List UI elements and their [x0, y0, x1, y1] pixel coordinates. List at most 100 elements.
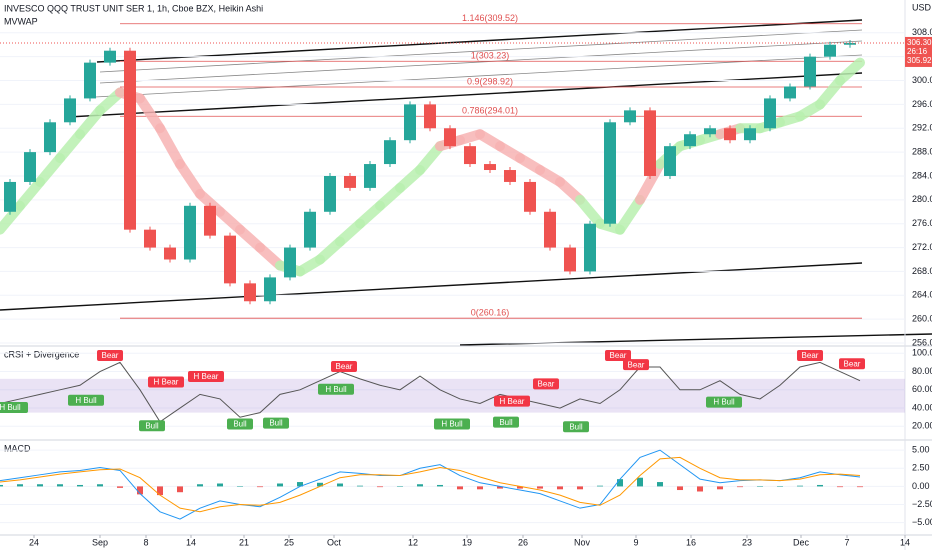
signal-label: H Bear	[154, 378, 179, 387]
candle	[604, 122, 616, 224]
candle	[584, 223, 596, 272]
histogram-bar	[237, 486, 243, 487]
signal-tag	[68, 394, 104, 406]
candle	[84, 62, 96, 99]
y-tick-label: 260.00	[912, 314, 932, 324]
signal-label: Bear	[844, 359, 861, 368]
histogram-bar	[637, 477, 643, 487]
signal-tag	[148, 376, 184, 388]
pane-title: cRSI + Divergence	[4, 349, 79, 359]
signal-label: Bear	[610, 351, 627, 360]
candle	[124, 50, 136, 230]
signal-tag	[318, 383, 354, 395]
mvwap-segment	[175, 159, 205, 199]
histogram-bar	[297, 482, 303, 487]
mvwap-segment	[415, 141, 445, 176]
y-tick-label: 40.00	[912, 402, 932, 412]
signal-label: Bull	[145, 421, 159, 430]
histogram-bar	[377, 486, 383, 488]
histogram-bar	[577, 486, 583, 490]
candle	[564, 247, 576, 272]
mvwap-segment	[15, 176, 45, 211]
candle	[504, 170, 516, 182]
signal-tag	[563, 421, 589, 433]
signal-label: Bull	[269, 419, 283, 428]
signal-label: H Bull	[0, 403, 21, 412]
candle	[44, 122, 56, 153]
signal-label: Bear	[336, 362, 353, 371]
trend-line	[0, 262, 863, 311]
y-tick-label: 60.00	[912, 384, 932, 394]
histogram-bar	[157, 486, 163, 496]
y-tick-label: 288.00	[912, 146, 932, 156]
x-tick-label: Nov	[574, 537, 591, 547]
signal-tag	[139, 420, 165, 432]
candle	[644, 110, 656, 176]
y-tick-label: 296.00	[912, 99, 932, 109]
candle	[284, 247, 296, 278]
x-tick-label: 24	[29, 537, 39, 547]
histogram-bar	[117, 486, 123, 488]
histogram-bar	[97, 484, 103, 487]
histogram-bar	[697, 486, 703, 492]
candle	[764, 98, 776, 129]
histogram-bar	[197, 484, 203, 487]
x-tick-label: Sep	[92, 537, 108, 547]
signal-tag	[263, 417, 289, 429]
signal-tag	[494, 395, 530, 407]
symbol-title: INVESCO QQQ TRUST UNIT SER 1, 1h, Cboe B…	[4, 3, 263, 13]
candle	[844, 42, 856, 45]
signal-label: Bear	[538, 379, 555, 388]
y-tick-label: 5.00	[912, 445, 930, 455]
x-tick-label: 23	[742, 537, 752, 547]
candle	[724, 128, 736, 141]
channel-line	[99, 29, 863, 73]
x-tick-label: 21	[239, 537, 249, 547]
histogram-bar	[837, 486, 843, 488]
candle	[624, 110, 636, 123]
histogram-bar	[177, 486, 183, 493]
candle	[144, 229, 156, 248]
candle	[164, 247, 176, 260]
macd-line	[0, 449, 861, 520]
histogram-bar	[557, 486, 563, 490]
candle	[384, 140, 396, 165]
y-tick-label: 272.00	[912, 242, 932, 252]
crsi-line	[0, 361, 861, 423]
histogram-bar	[257, 486, 263, 488]
mvwap-segment	[75, 105, 105, 140]
y-tick-label: −5.00	[912, 517, 932, 527]
histogram-bar	[137, 486, 143, 495]
histogram-bar	[717, 486, 723, 490]
candle	[64, 98, 76, 123]
signal-label: H Bull	[441, 420, 463, 429]
candle	[544, 211, 556, 248]
x-tick-label: 9	[633, 537, 638, 547]
y-tick-label: 308.00	[912, 27, 932, 37]
histogram-bar	[597, 485, 603, 487]
channel-line	[99, 40, 863, 84]
x-tick-label: 26	[518, 537, 528, 547]
candle	[244, 283, 256, 302]
fib-label: 1.146(309.52)	[462, 13, 518, 23]
candle	[784, 86, 796, 99]
histogram-bar	[517, 486, 523, 489]
histogram-bar	[397, 486, 403, 487]
x-tick-label: 14	[900, 537, 910, 547]
histogram-bar	[77, 484, 83, 487]
candle	[264, 277, 276, 302]
x-tick-label: 19	[462, 537, 472, 547]
x-tick-label: 12	[408, 537, 418, 547]
histogram-bar	[857, 486, 863, 488]
y-tick-label: 80.00	[912, 366, 932, 376]
histogram-bar	[537, 486, 543, 489]
signal-tag	[434, 418, 470, 430]
y-tick-label: 256.00	[912, 337, 932, 347]
histogram-bar	[617, 479, 623, 487]
x-tick-label: 14	[186, 537, 196, 547]
histogram-bar	[657, 482, 663, 487]
mvwap-segment	[835, 57, 865, 86]
histogram-bar	[777, 486, 783, 487]
histogram-bar	[457, 486, 463, 490]
